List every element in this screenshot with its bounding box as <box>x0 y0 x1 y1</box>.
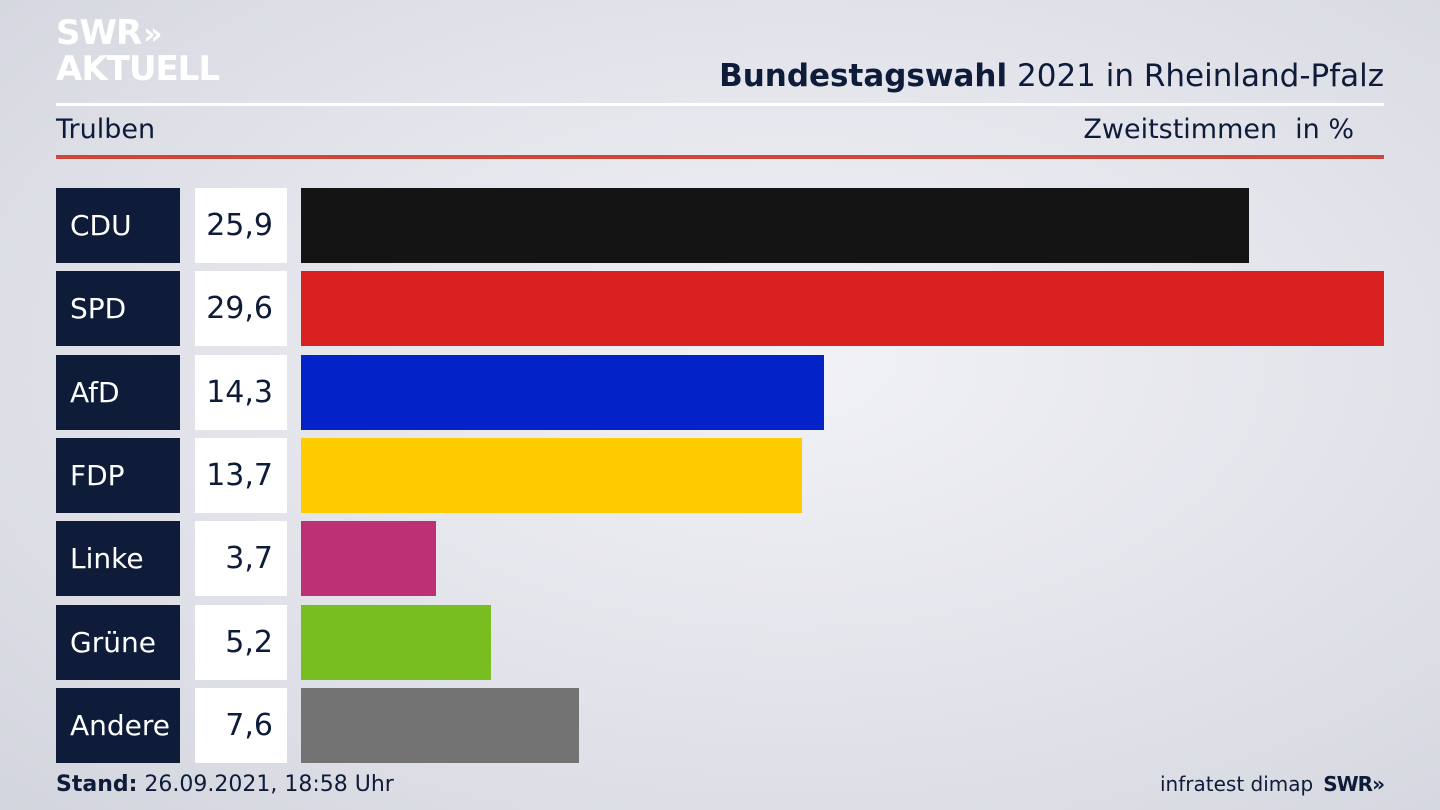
title-bold: Bundestagswahl <box>719 58 1008 94</box>
bar-row-andere: Andere 7,6 <box>56 688 1384 763</box>
party-label: AfD <box>56 355 180 430</box>
vote-type-header: Zweitstimmen in % <box>1083 114 1354 145</box>
value-label: 14,3 <box>195 355 287 430</box>
bar-row-afd: AfD 14,3 <box>56 355 1384 430</box>
accent-divider <box>56 155 1384 159</box>
unit-label: in % <box>1295 114 1354 145</box>
bar-row-cdu: CDU 25,9 <box>56 188 1384 263</box>
value-label: 13,7 <box>195 438 287 513</box>
party-label: SPD <box>56 271 180 346</box>
value-label: 7,6 <box>195 688 287 763</box>
value-label: 29,6 <box>195 271 287 346</box>
bar-spd <box>301 271 1384 346</box>
party-label: CDU <box>56 188 180 263</box>
stand-value: 26.09.2021, 18:58 Uhr <box>144 772 394 797</box>
bar-row-fdp: FDP 13,7 <box>56 438 1384 513</box>
chart-title: Bundestagswahl 2021 in Rheinland-Pfalz <box>719 58 1384 94</box>
source-credit: infratest dimap SWR» <box>1160 772 1385 796</box>
value-label: 5,2 <box>195 605 287 680</box>
source-label: infratest dimap <box>1160 772 1314 796</box>
logo-chevron-icon: » <box>143 17 163 52</box>
stand-label: Stand: <box>56 772 138 797</box>
value-label: 25,9 <box>195 188 287 263</box>
header-divider <box>56 103 1384 106</box>
bar-cdu <box>301 188 1249 263</box>
bar-andere <box>301 688 579 763</box>
party-label: Andere <box>56 688 180 763</box>
bar-afd <box>301 355 824 430</box>
vote-type-label: Zweitstimmen <box>1083 114 1278 145</box>
bar-row-spd: SPD 29,6 <box>56 271 1384 346</box>
party-label: Grüne <box>56 605 180 680</box>
title-rest: 2021 in Rheinland-Pfalz <box>1017 58 1384 94</box>
bar-row-linke: Linke 3,7 <box>56 521 1384 596</box>
swr-aktuell-logo: SWR» AKTUELL <box>56 13 220 89</box>
bar-row-grüne: Grüne 5,2 <box>56 605 1384 680</box>
region-label: Trulben <box>56 114 156 145</box>
timestamp: Stand: 26.09.2021, 18:58 Uhr <box>56 772 394 797</box>
footer-swr-logo: SWR» <box>1323 772 1385 796</box>
bar-grüne <box>301 605 491 680</box>
bar-fdp <box>301 438 802 513</box>
party-label: Linke <box>56 521 180 596</box>
logo-line1: SWR <box>56 13 142 53</box>
value-label: 3,7 <box>195 521 287 596</box>
party-label: FDP <box>56 438 180 513</box>
bar-linke <box>301 521 436 596</box>
logo-line2: AKTUELL <box>56 49 220 89</box>
